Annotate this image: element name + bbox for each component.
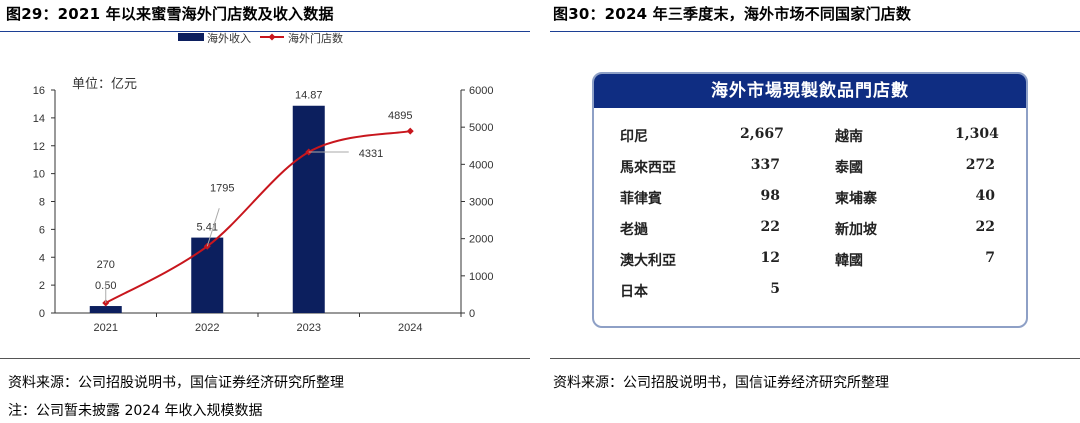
- right-tick-label: 6000: [469, 85, 493, 97]
- spacer: [780, 250, 835, 281]
- revenue-stores-chart: 0 2 4 6 8 10 12 14 16 0 1000 2000 3000 4000 5000 6000 20…: [33, 32, 494, 334]
- stores-data-label: 4895: [388, 110, 412, 122]
- right-figure-title: 图30：2024 年三季度末，海外市场不同国家门店数: [553, 5, 912, 23]
- stores-point: [406, 127, 414, 135]
- left-note: 注：公司暂未披露 2024 年收入规模数据: [8, 403, 263, 419]
- store-count: 22: [975, 219, 995, 235]
- store-count: 7: [985, 250, 995, 266]
- stores-data-label: 1795: [210, 182, 234, 194]
- country-name: 韓國: [835, 253, 863, 269]
- right-tick-label: 0: [469, 308, 475, 320]
- store-count-table: 海外市場現製飲品門店數 印尼 2,667 越南 1,304 馬來西亞 337 泰國 272 菲律…: [592, 72, 1028, 328]
- country-name: 日本: [620, 284, 648, 300]
- left-tick-label: 0: [39, 308, 45, 320]
- revenue-data-label: 14.87: [295, 90, 323, 102]
- stores-data-label: 4331: [359, 148, 383, 160]
- right-source: 资料来源：公司招股说明书，国信证券经济研究所整理: [553, 375, 889, 391]
- store-count: 5: [770, 281, 780, 297]
- country-name: 印尼: [620, 129, 648, 145]
- right-title-divider: [550, 31, 1080, 32]
- left-tick-label: 2: [39, 280, 45, 292]
- country-name: 越南: [835, 129, 863, 145]
- store-count: 1,304: [955, 126, 999, 142]
- left-tick-label: 14: [33, 113, 45, 125]
- left-footer-divider: [0, 358, 530, 359]
- right-footer-divider: [550, 358, 1080, 359]
- spacer: [780, 157, 835, 188]
- leader-line: [206, 208, 220, 247]
- store-count: 12: [760, 250, 780, 266]
- revenue-bar: [89, 306, 122, 313]
- left-figure-title: 图29：2021 年以来蜜雪海外门店数及收入数据: [6, 5, 334, 23]
- left-source: 资料来源：公司招股说明书，国信证券经济研究所整理: [8, 375, 344, 391]
- table-row: 馬來西亞 337 泰國 272: [620, 157, 1006, 188]
- legend-revenue: 海外收入: [207, 32, 251, 45]
- legend-stores: 海外门店数: [288, 32, 343, 45]
- right-tick-label: 3000: [469, 197, 493, 209]
- store-count: [955, 281, 995, 312]
- country-name: 新加坡: [835, 222, 877, 238]
- store-count: 40: [975, 188, 995, 204]
- table-row: 菲律賓 98 柬埔寨 40: [620, 188, 1006, 219]
- country-name: 泰國: [835, 160, 863, 176]
- left-tick-label: 16: [33, 85, 45, 97]
- table-body: 印尼 2,667 越南 1,304 馬來西亞 337 泰國 272 菲律賓 98 柬埔寨 40 老撾 22…: [620, 126, 1006, 312]
- revenue-bar: [292, 105, 325, 313]
- x-tick-label: 2022: [195, 322, 219, 334]
- unit-label: 单位：亿元: [72, 76, 137, 91]
- x-tick-label: 2021: [94, 322, 118, 334]
- store-count: 2,667: [740, 126, 784, 142]
- left-tick-label: 4: [39, 252, 45, 264]
- country-name: 柬埔寨: [835, 191, 877, 207]
- x-tick-label: 2023: [297, 322, 321, 334]
- spacer: [780, 188, 835, 219]
- country-name: 菲律賓: [620, 191, 662, 207]
- legend-line-marker: [268, 33, 276, 41]
- country-name: 馬來西亞: [620, 160, 676, 176]
- x-tick-label: 2024: [398, 322, 422, 334]
- right-tick-label: 4000: [469, 159, 493, 171]
- left-tick-label: 8: [39, 197, 45, 209]
- spacer: [780, 219, 835, 250]
- stores-data-label: 270: [97, 259, 115, 271]
- table-row: 澳大利亞 12 韓國 7: [620, 250, 1006, 281]
- right-tick-label: 5000: [469, 122, 493, 134]
- store-count: 272: [965, 157, 995, 173]
- country-name: [835, 281, 955, 312]
- store-count: 337: [750, 157, 780, 173]
- table-row: 日本 5: [620, 281, 1006, 312]
- country-name: 澳大利亞: [620, 253, 676, 269]
- left-tick-label: 10: [33, 169, 45, 181]
- spacer: [780, 281, 835, 312]
- store-count: 98: [760, 188, 780, 204]
- revenue-bar: [191, 237, 224, 313]
- right-tick-label: 2000: [469, 234, 493, 246]
- right-tick-label: 1000: [469, 271, 493, 283]
- left-tick-label: 12: [33, 141, 45, 153]
- country-name: 老撾: [620, 222, 648, 238]
- table-row: 印尼 2,667 越南 1,304: [620, 126, 1006, 157]
- left-tick-label: 6: [39, 224, 45, 236]
- table-row: 老撾 22 新加坡 22: [620, 219, 1006, 250]
- spacer: [780, 126, 835, 157]
- left-title-divider: [0, 31, 530, 32]
- table-title: 海外市場現製飲品門店數: [594, 74, 1026, 108]
- legend-bar-swatch: [178, 33, 204, 41]
- store-count: 22: [760, 219, 780, 235]
- stores-line: [105, 130, 411, 304]
